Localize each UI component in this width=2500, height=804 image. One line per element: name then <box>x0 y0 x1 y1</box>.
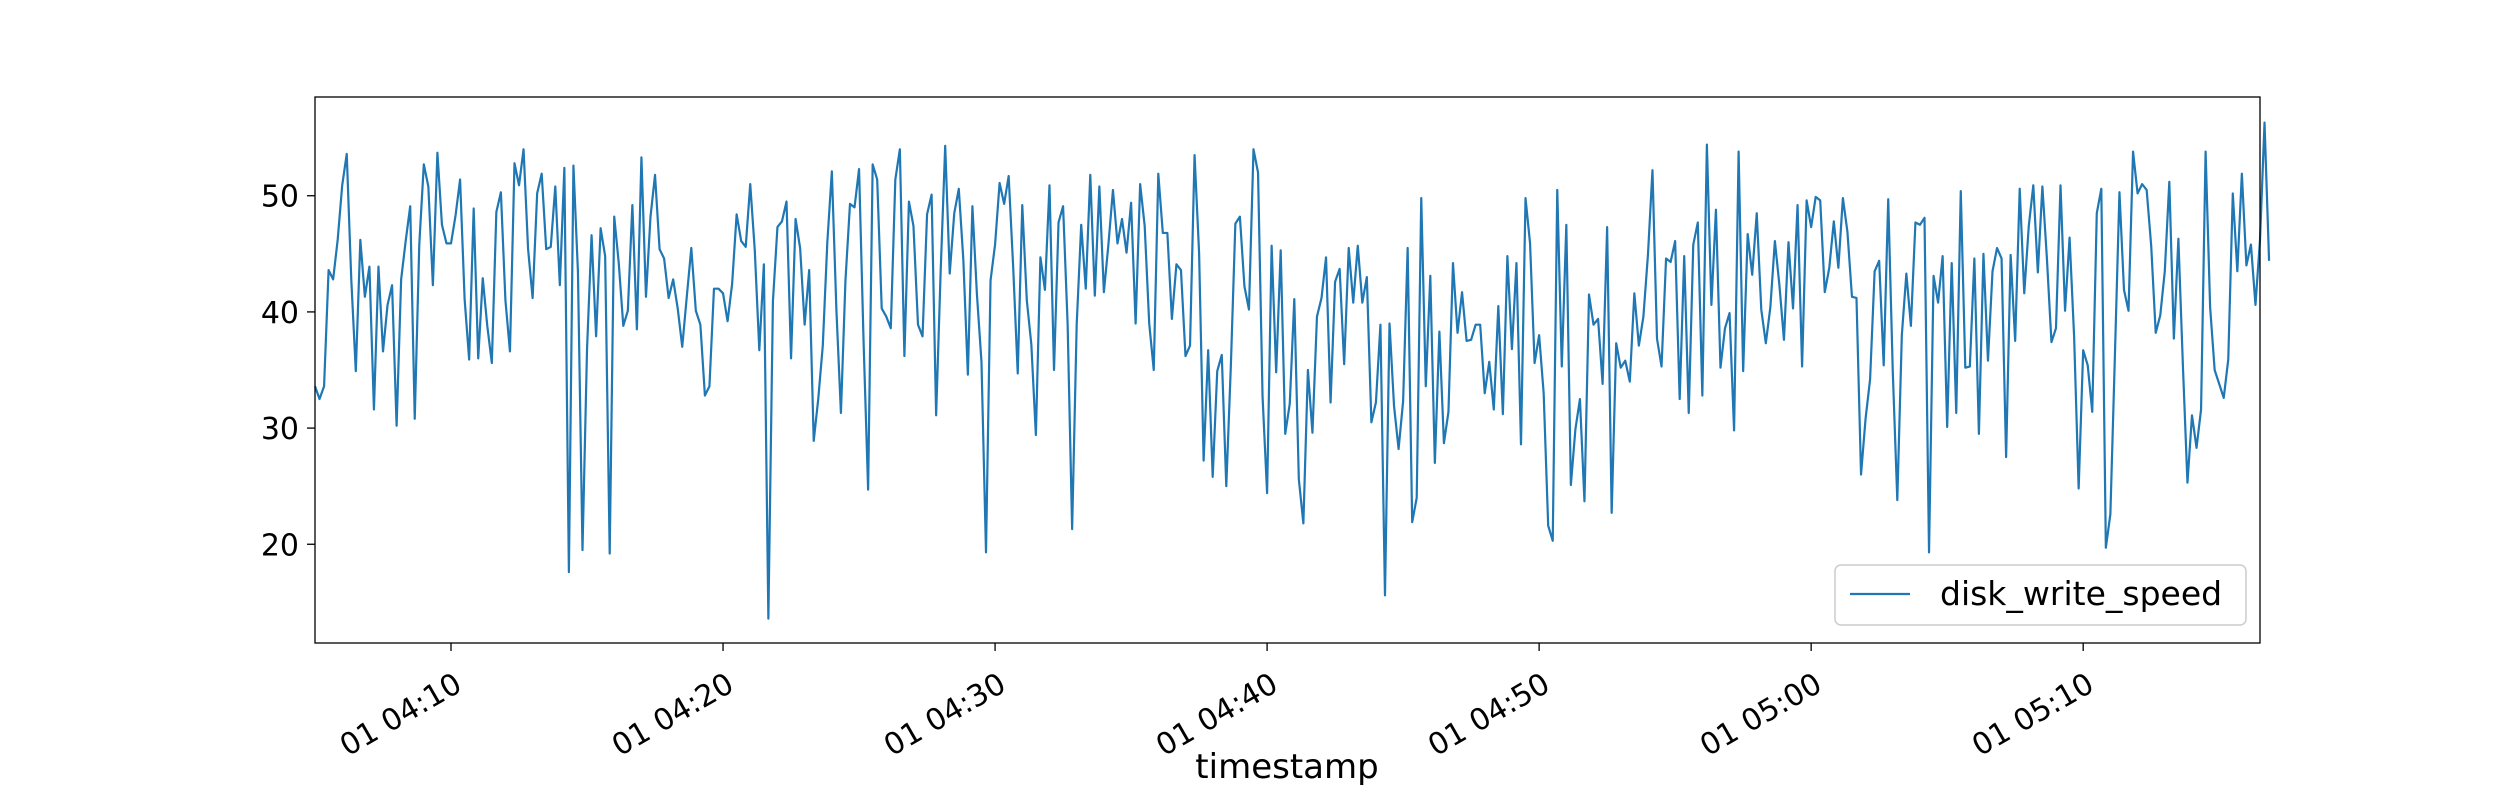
y-tick-label: 50 <box>261 180 299 215</box>
axes-frame <box>314 96 2261 644</box>
legend-box <box>1834 564 2247 626</box>
legend-label: disk_write_speed <box>1940 574 2222 613</box>
y-axis: 20 30 40 50 <box>261 180 315 563</box>
y-tick-label: 40 <box>261 296 299 331</box>
legend: disk_write_speed <box>1834 564 2247 626</box>
series-line-disk-write-speed <box>313 121 2271 620</box>
y-tick-label: 20 <box>261 528 299 563</box>
y-tick-label: 30 <box>261 412 299 447</box>
x-axis-label: timestamp <box>1195 747 1378 787</box>
plot-area <box>313 121 2271 620</box>
